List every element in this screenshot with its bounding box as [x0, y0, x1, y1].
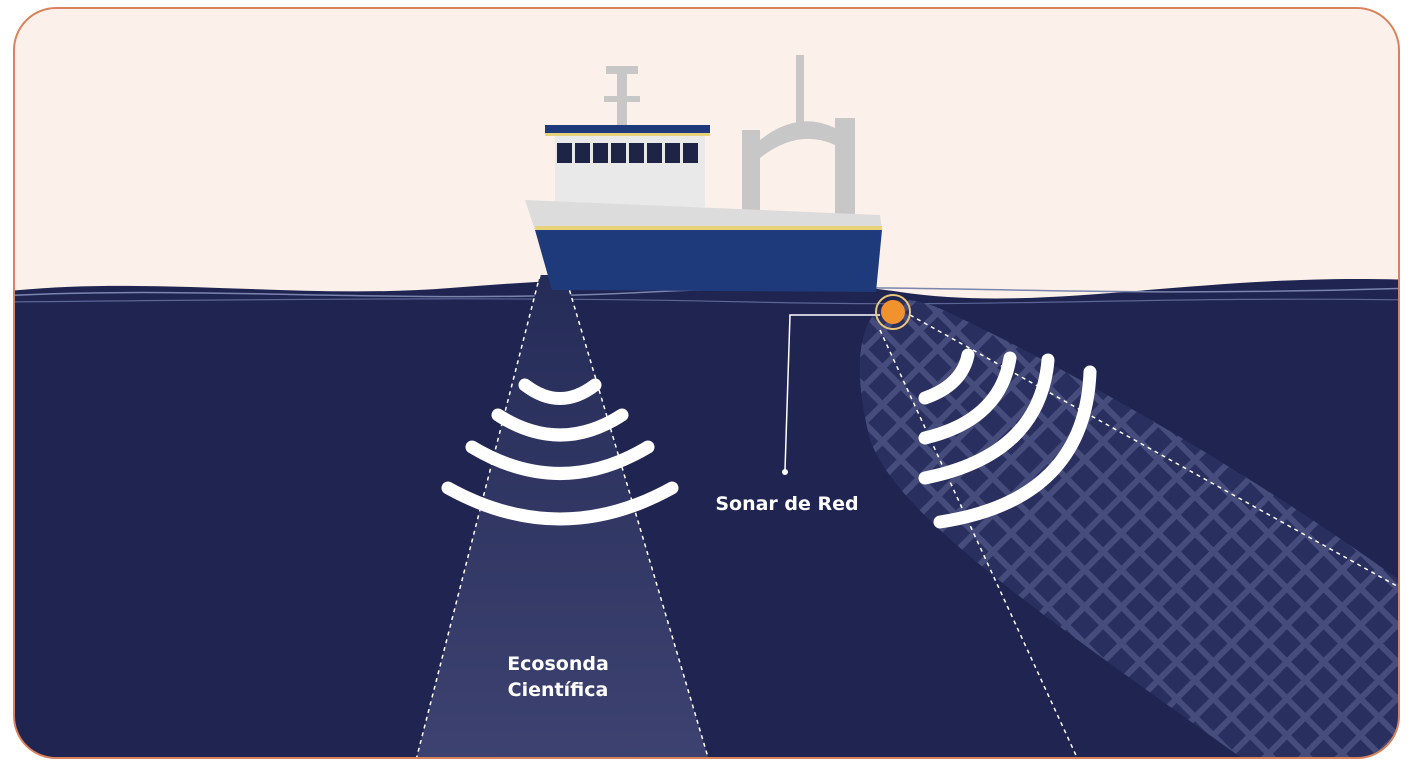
beam-edge [564, 274, 711, 758]
echosounder-label: Científica [508, 679, 609, 701]
net-sonar-label: Sonar de Red [715, 493, 858, 515]
ship [525, 55, 882, 292]
sonar-waves [918, 348, 1097, 529]
wave-line [14, 298, 1399, 305]
leader-dot [782, 469, 788, 475]
trawl-net [859, 299, 1399, 758]
frame-border [13, 7, 1400, 759]
echosounder-label: Ecosonda [507, 653, 609, 675]
net-sonar-device [881, 300, 905, 324]
sonar-ring [875, 294, 911, 330]
wave-line [14, 286, 1399, 298]
leader-line [784, 314, 880, 471]
echo-waves [441, 378, 679, 526]
